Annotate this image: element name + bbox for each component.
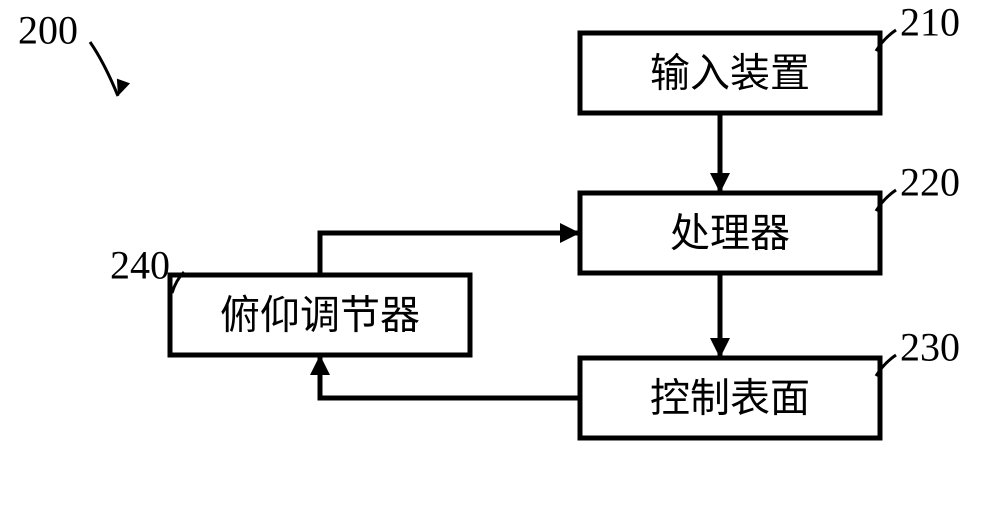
edge-e230_240-arrowhead: [310, 355, 330, 375]
system-ref-leader-arrowhead: [117, 79, 130, 96]
edge-e240_220-arrowhead: [560, 223, 580, 243]
block-diagram: 200 输入装置 210 处理器 220 控制表面 230 俯仰调节器 240: [0, 0, 1000, 507]
node-n230: 控制表面 230: [580, 325, 960, 439]
node-n240-label: 俯仰调节器: [220, 293, 420, 338]
node-n230-label: 控制表面: [650, 376, 810, 421]
edge-e240_220: [320, 233, 580, 275]
node-n210-label: 输入装置: [650, 51, 810, 96]
node-n210-ref: 210: [900, 0, 960, 45]
node-n240: 俯仰调节器 240: [110, 243, 470, 356]
edge-e230_240: [320, 355, 580, 398]
node-n220-ref: 220: [900, 160, 960, 205]
node-n240-ref: 240: [110, 243, 170, 288]
system-ref-leader: [90, 42, 118, 96]
node-n220: 处理器 220: [580, 160, 960, 274]
system-ref-label: 200: [18, 8, 78, 53]
edge-e220_230-arrowhead: [710, 338, 730, 358]
node-n220-label: 处理器: [670, 211, 790, 256]
node-n230-ref: 230: [900, 325, 960, 370]
edge-e210_220-arrowhead: [710, 173, 730, 193]
node-n210: 输入装置 210: [580, 0, 960, 113]
